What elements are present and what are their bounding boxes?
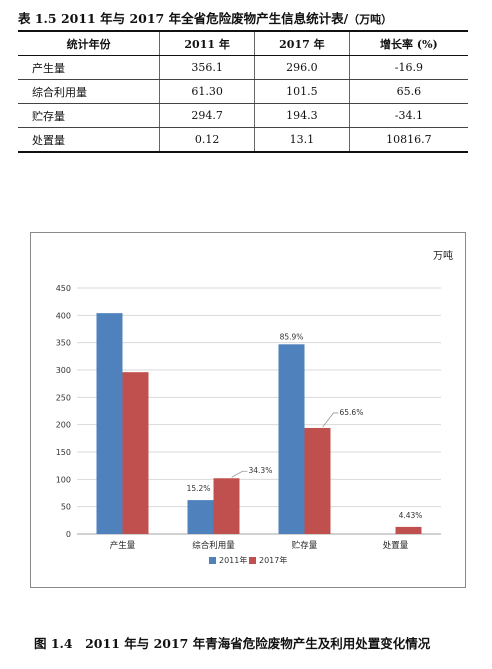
statistics-table: 统计年份 2011 年 2017 年 增长率 (%) 产生量 356.1 296…	[18, 30, 468, 153]
table-row: 处置量 0.12 13.1 10816.7	[18, 127, 468, 153]
bar-2017	[213, 478, 240, 534]
row-label: 产生量	[18, 55, 160, 80]
bar-2017	[304, 427, 331, 534]
cell-2011: 356.1	[159, 55, 255, 80]
legend-label: 2011年	[219, 555, 247, 565]
y-tick-label: 300	[56, 366, 71, 375]
data-label: 34.3%	[249, 466, 273, 475]
cell-2017: 194.3	[254, 103, 350, 128]
cell-growth: -16.9	[348, 55, 468, 80]
cell-2017: 296.0	[254, 55, 350, 80]
table-row: 综合利用量 61.30 101.5 65.6	[18, 79, 468, 104]
row-label: 处置量	[18, 127, 160, 153]
table-row: 产生量 356.1 296.0 -16.9	[18, 55, 468, 80]
y-tick-label: 150	[56, 448, 71, 457]
bar-chart: 万吨 0 50 100 150 200 250 300 350 400 450 产生量 综合利用量 贮存量…	[56, 249, 453, 565]
data-label: 4.43%	[399, 511, 423, 520]
cell-growth: -34.1	[348, 103, 468, 128]
y-tick-label: 250	[56, 393, 71, 402]
cell-2011: 0.12	[159, 127, 255, 153]
y-tick-label: 0	[66, 530, 71, 539]
y-tick-label: 400	[56, 311, 71, 320]
y-tick-label: 200	[56, 421, 71, 430]
y-tick-label: 350	[56, 339, 71, 348]
annotation-leader-line	[231, 470, 248, 478]
header-2011: 2011 年	[159, 31, 255, 56]
bar-2011	[187, 500, 214, 534]
y-unit-label: 万吨	[433, 249, 453, 262]
cell-growth: 10816.7	[348, 127, 468, 153]
header-growth-rate: 增长率 (%)	[348, 31, 468, 56]
x-category-label: 贮存量	[292, 540, 318, 551]
table-title: 表 1.5 2011 年与 2017 年全省危险废物产生信息统计表/（万吨）	[18, 8, 488, 27]
bar-2017	[395, 526, 422, 534]
annotation-leader-line	[322, 412, 339, 428]
header-year: 统计年份	[18, 31, 160, 56]
data-label: 15.2%	[187, 484, 211, 493]
bar-2017	[122, 372, 149, 534]
bar-2011	[96, 313, 123, 534]
x-category-label: 处置量	[383, 540, 409, 551]
x-category-label: 综合利用量	[192, 540, 235, 551]
data-label: 85.9%	[280, 332, 304, 341]
cell-2011: 294.7	[159, 103, 255, 128]
legend-swatch-2017	[249, 557, 256, 564]
y-tick-label: 100	[56, 475, 71, 484]
cell-2011: 61.30	[159, 79, 255, 104]
legend-swatch-2011	[209, 557, 216, 564]
data-label: 65.6%	[340, 408, 364, 417]
row-label: 综合利用量	[18, 79, 160, 104]
cell-2017: 13.1	[254, 127, 350, 153]
cell-growth: 65.6	[348, 79, 468, 104]
table-header-row: 统计年份 2011 年 2017 年 增长率 (%)	[18, 31, 468, 56]
y-tick-label: 50	[61, 503, 71, 512]
table-title-text: 表 1.5 2011 年与 2017 年全省危险废物产生信息统计表/	[18, 11, 349, 26]
figure-caption: 图 1.4 2011 年与 2017 年青海省危险废物产生及利用处置变化情况	[34, 636, 431, 651]
legend-label: 2017年	[259, 555, 287, 565]
table-unit: （万吨）	[348, 13, 393, 26]
x-category-label: 产生量	[110, 540, 136, 551]
header-2017: 2017 年	[254, 31, 350, 56]
y-tick-label: 450	[56, 284, 71, 293]
cell-2017: 101.5	[254, 79, 350, 104]
row-label: 贮存量	[18, 103, 160, 128]
chart-frame: 万吨 0 50 100 150 200 250 300 350 400 450 产生量 综合利用量 贮存量…	[30, 232, 466, 588]
table-row: 贮存量 294.7 194.3 -34.1	[18, 103, 468, 128]
bar-2011	[278, 344, 305, 534]
